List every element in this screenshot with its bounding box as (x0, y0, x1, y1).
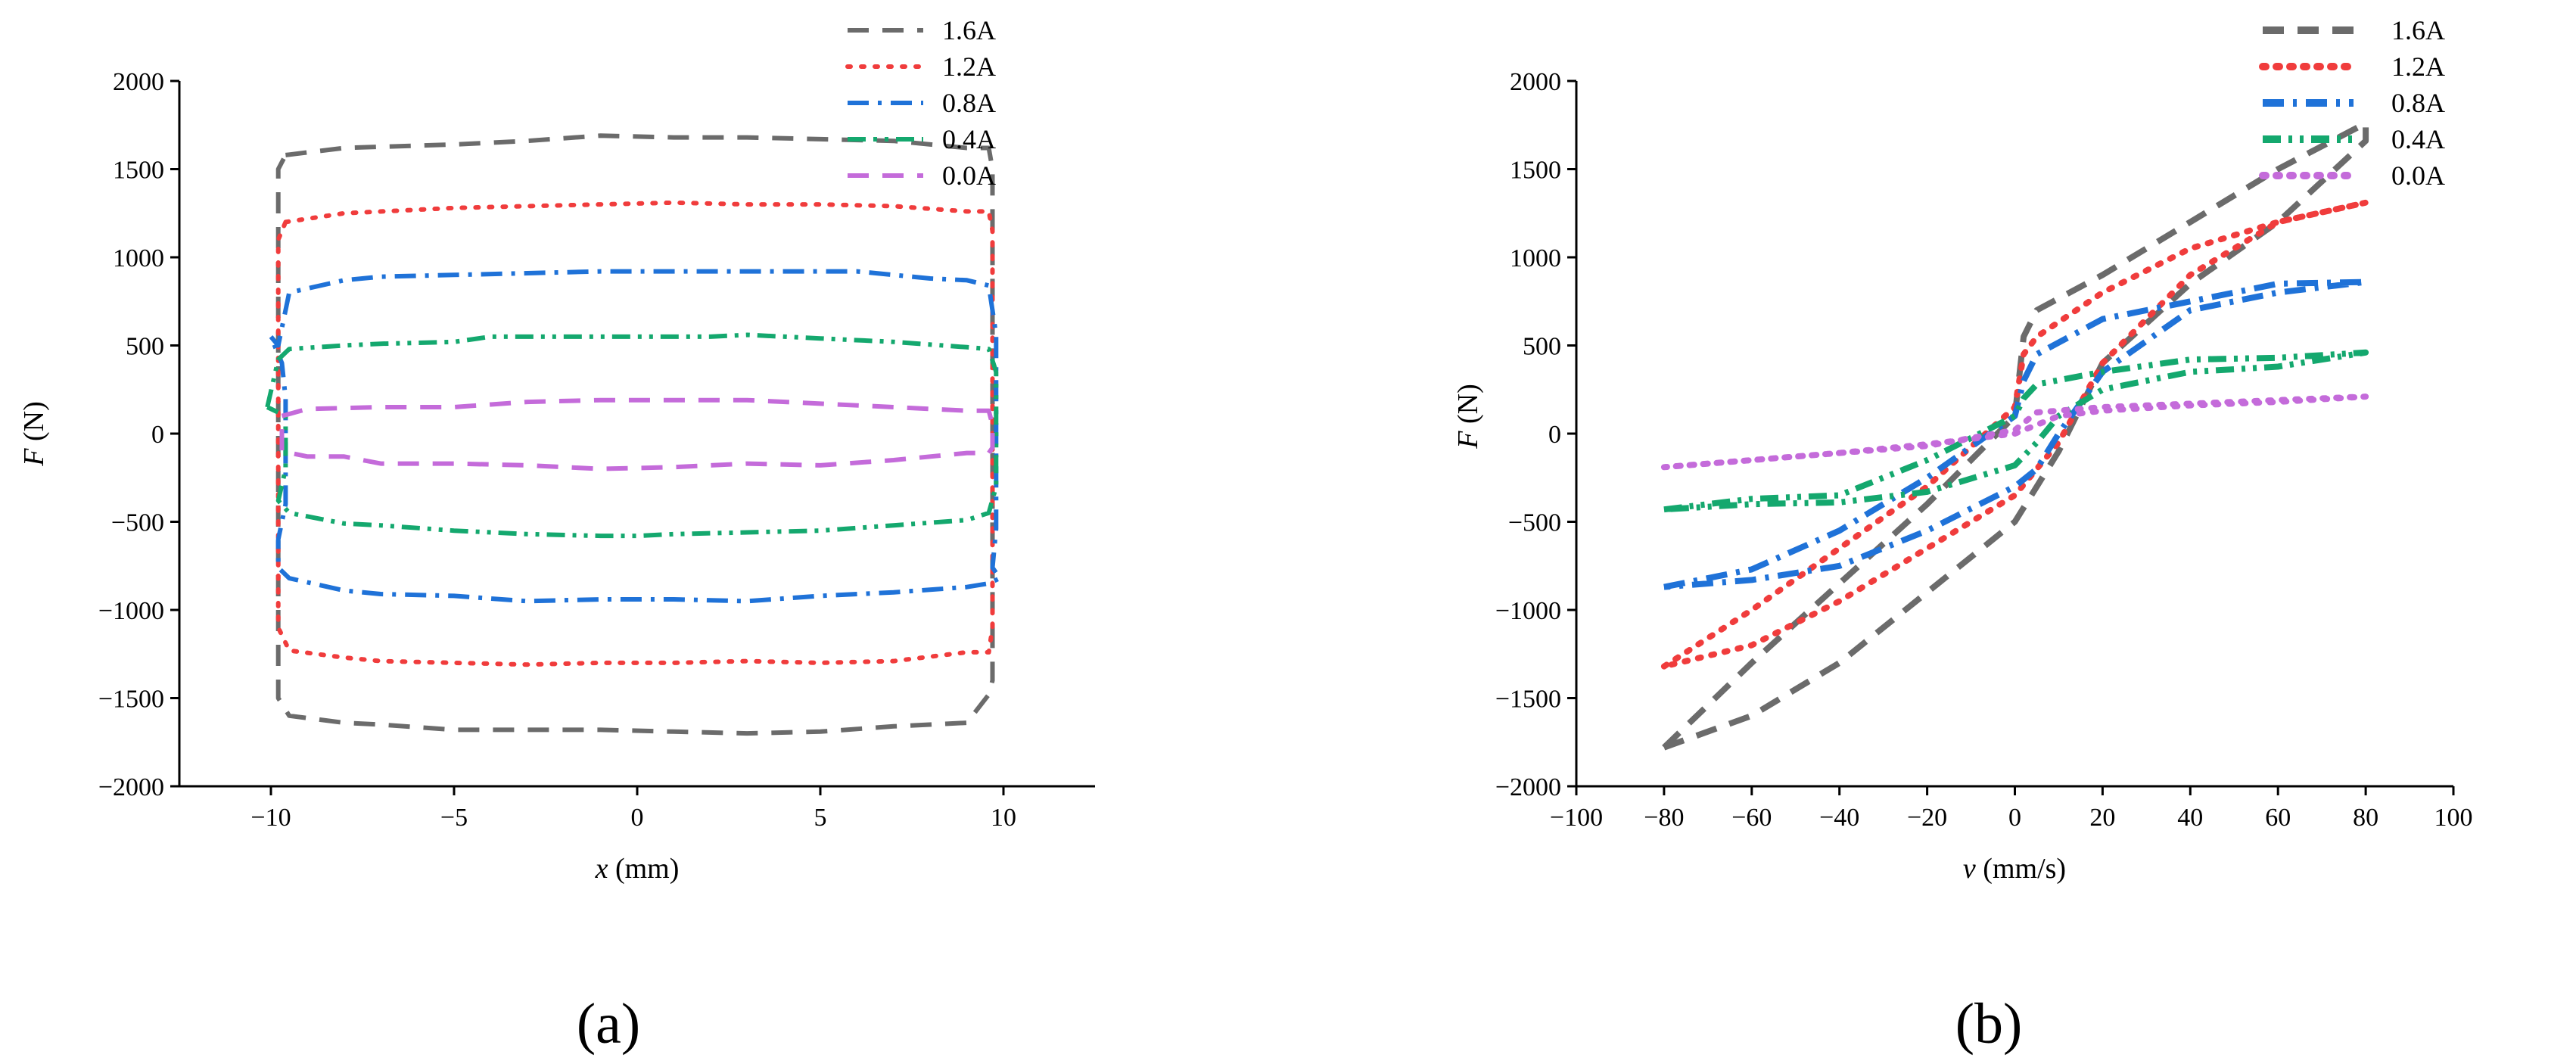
x-tick-label: −10 (250, 804, 291, 832)
y-tick-label: 2000 (113, 68, 164, 96)
series-line-1-2A (275, 200, 995, 667)
x-tick-label: −40 (1819, 804, 1859, 832)
y-tick-label: 1500 (1510, 157, 1561, 185)
y-tick-label: 0 (151, 421, 164, 449)
panel-a-x-ticks: −10 −5 0 5 10 (250, 786, 1016, 832)
series-line-0-8A (269, 269, 1003, 604)
panel-b-series (1660, 120, 2369, 751)
y-tick-label: 1000 (113, 244, 164, 272)
panel-b-x-ticks: −100 −80 −60 −40 −20 0 20 40 60 80 100 (1550, 786, 2473, 832)
legend-label: 0.4A (2391, 124, 2445, 154)
panel-a-label: (a) (577, 992, 640, 1056)
legend-label: 1.2A (2391, 51, 2445, 82)
y-tick-label: 0 (1548, 421, 1561, 449)
panel-a-legend: 1.6A 1.2A 0.8A 0.4A 0.0A (845, 15, 996, 191)
panel-b-legend: 1.6A 1.2A 0.8A 0.4A 0.0A (2259, 15, 2445, 191)
series-line-0-4A (265, 332, 999, 539)
y-tick-label: 500 (126, 333, 164, 361)
y-tick-label: 1000 (1510, 244, 1561, 272)
panel-b: −100 −80 −60 −40 −20 0 20 40 60 80 100 −2000−1500−… (1452, 15, 2473, 1056)
x-tick-label: 10 (991, 804, 1016, 832)
x-tick-label: 0 (2008, 804, 2021, 832)
x-tick-label: 20 (2089, 804, 2115, 832)
series-line-0-0A (1660, 394, 2369, 471)
y-tick-label: 2000 (1510, 68, 1561, 96)
x-tick-label: 60 (2265, 804, 2291, 832)
x-tick-label: 80 (2353, 804, 2378, 832)
legend-label: 0.8A (2391, 88, 2445, 118)
y-tick-label: −1000 (1495, 597, 1561, 625)
panel-b-y-ticks: −2000 −1500 −1000 −500 0 500 1000 1500 2000 (1495, 68, 1576, 801)
series-line-0-8A (1663, 278, 2369, 590)
x-tick-label: 0 (631, 804, 644, 832)
legend-label: 1.6A (942, 15, 996, 45)
y-tick-label: −500 (111, 509, 164, 537)
panel-a-y-axis-label: F (N) (18, 401, 50, 466)
y-tick-label: 500 (1523, 333, 1561, 361)
panel-b-x-axis-label: v (mm/s) (1963, 853, 2066, 885)
x-tick-label: −100 (1550, 804, 1603, 832)
x-tick-label: −20 (1907, 804, 1947, 832)
x-tick-label: −5 (440, 804, 468, 832)
legend-label: 0.8A (942, 88, 996, 118)
y-tick-label: −1000 (98, 597, 164, 625)
x-tick-label: 40 (2177, 804, 2203, 832)
y-tick-label: 1500 (113, 157, 164, 185)
panel-a-series (265, 133, 1003, 736)
y-tick-label: −1500 (1495, 686, 1561, 714)
panel-b-label: (b) (1955, 992, 2023, 1056)
panel-a-x-axis-label: x (mm) (595, 853, 680, 885)
y-tick-label: −500 (1508, 509, 1561, 537)
legend-label: 1.6A (2391, 15, 2445, 45)
x-tick-label: −60 (1731, 804, 1772, 832)
y-tick-label: −2000 (98, 773, 164, 801)
series-line-1-6A (275, 133, 995, 736)
x-tick-label: −80 (1644, 804, 1684, 832)
y-tick-label: −2000 (1495, 773, 1561, 801)
x-tick-label: 100 (2434, 804, 2473, 832)
legend-label: 0.0A (2391, 160, 2445, 191)
panel-b-y-axis-label: F (N) (1452, 384, 1484, 449)
panel-a: −10 −5 0 5 10 −2000 −1500 −1000 −500 0 500 1000 150… (18, 15, 1095, 1056)
series-line-1-6A (1662, 120, 2369, 751)
legend-label: 0.4A (942, 124, 996, 154)
y-tick-label: −1500 (98, 686, 164, 714)
series-line-0-0A (279, 397, 995, 471)
series-line-0-4A (1663, 349, 2369, 513)
legend-label: 0.0A (942, 160, 996, 191)
panel-a-y-ticks: −2000 −1500 −1000 −500 0 500 1000 1500 2000 (98, 68, 179, 801)
x-tick-label: 5 (814, 804, 827, 832)
legend-label: 1.2A (942, 51, 996, 82)
